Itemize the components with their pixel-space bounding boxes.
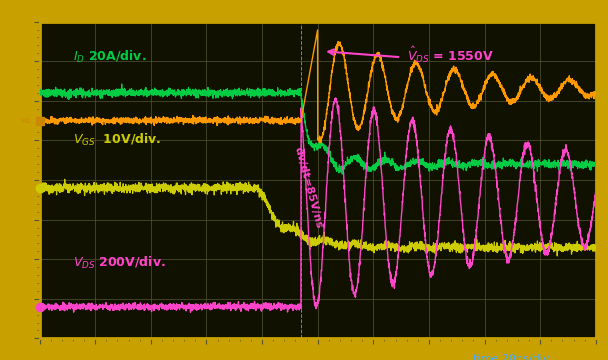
Text: $V_{DS}$ 200V/div.: $V_{DS}$ 200V/div. (73, 255, 165, 271)
Text: $I_D$ 20A/div.: $I_D$ 20A/div. (73, 49, 147, 65)
Text: M1: M1 (21, 118, 31, 123)
Text: $V_{GS}$  10V/div.: $V_{GS}$ 10V/div. (73, 132, 161, 148)
Text: $\hat{V}_{DS}$ = 1550V: $\hat{V}_{DS}$ = 1550V (407, 45, 494, 65)
Text: time 20ns/div: time 20ns/div (474, 354, 550, 360)
Text: dv/dt=85V/ns: dv/dt=85V/ns (292, 145, 324, 230)
